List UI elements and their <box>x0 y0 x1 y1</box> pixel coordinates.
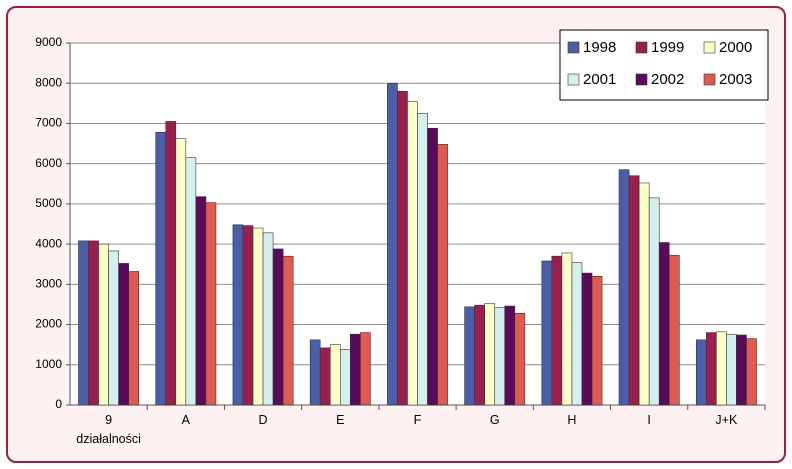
legend-box <box>559 29 769 101</box>
bar <box>571 262 583 406</box>
bar <box>706 332 717 406</box>
y-tick-label: 6000 <box>35 156 62 170</box>
legend-swatch <box>567 41 580 54</box>
legend-label: 2002 <box>651 71 684 88</box>
bar <box>514 312 526 406</box>
y-tick-label: 3000 <box>35 277 62 291</box>
x-tick-label: G <box>489 413 500 427</box>
y-tick-label: 0 <box>55 397 62 411</box>
bar <box>464 306 475 406</box>
bar <box>282 255 294 406</box>
x-tick-label: A <box>181 413 190 427</box>
legend-swatch <box>703 41 716 54</box>
bar <box>638 182 650 406</box>
bar <box>262 232 274 406</box>
bar <box>108 250 119 406</box>
y-tick-label: 4000 <box>35 236 62 250</box>
bar <box>309 339 321 406</box>
bar <box>165 121 177 406</box>
bar <box>437 144 448 406</box>
bar <box>551 255 563 406</box>
legend-swatch <box>635 73 648 86</box>
bar <box>494 307 506 406</box>
bar <box>252 227 264 406</box>
bar <box>746 338 757 406</box>
x-tick-label: 9 działalności <box>76 413 141 446</box>
bar <box>716 331 727 406</box>
bar <box>175 138 187 406</box>
bar <box>195 196 207 406</box>
bar <box>658 242 670 406</box>
y-tick-label: 1000 <box>35 357 62 371</box>
bar <box>726 333 737 406</box>
bar <box>474 304 485 406</box>
legend-swatch <box>635 41 648 54</box>
legend-label: 1998 <box>583 39 616 56</box>
y-tick-label: 9000 <box>35 35 62 49</box>
legend-label: 2003 <box>719 71 752 88</box>
bar <box>242 225 254 406</box>
bar <box>339 349 351 406</box>
bar <box>205 202 217 406</box>
bar <box>484 303 496 406</box>
bar <box>591 275 603 406</box>
bar <box>319 347 331 406</box>
bar <box>581 272 593 406</box>
x-tick-label: E <box>336 413 345 427</box>
bar <box>118 263 129 406</box>
bar <box>185 157 197 406</box>
y-tick-label: 7000 <box>35 116 62 130</box>
bar <box>427 127 438 406</box>
legend-label: 2000 <box>719 39 752 56</box>
bar <box>128 271 140 406</box>
bar <box>78 240 89 406</box>
bar <box>541 260 553 406</box>
bar <box>360 332 371 406</box>
bar <box>397 90 408 406</box>
bar <box>98 243 109 406</box>
x-tick-label: J+K <box>715 413 738 427</box>
y-tick-label: 5000 <box>35 196 62 210</box>
legend-swatch <box>567 73 580 86</box>
x-tick-label: H <box>567 413 577 427</box>
y-tick-label: 8000 <box>35 75 62 89</box>
bar <box>407 101 418 406</box>
bar <box>561 252 573 406</box>
bar <box>232 224 244 406</box>
bar <box>504 305 516 406</box>
bar <box>387 82 398 406</box>
bar <box>272 248 284 406</box>
x-tick-label: D <box>258 413 268 427</box>
bar <box>88 240 99 406</box>
x-tick-label: F <box>413 413 422 427</box>
legend-label: 1999 <box>651 39 684 56</box>
y-tick-label: 2000 <box>35 317 62 331</box>
legend-label: 2001 <box>583 71 616 88</box>
bar <box>350 333 361 406</box>
x-tick-label: I <box>647 413 651 427</box>
legend-swatch <box>703 73 716 86</box>
bar <box>648 197 660 406</box>
bar <box>628 175 640 406</box>
bar <box>155 131 167 406</box>
bar <box>736 334 747 406</box>
bar <box>329 344 341 406</box>
bar <box>618 169 630 406</box>
bar <box>695 339 707 406</box>
bar <box>668 255 680 406</box>
bar <box>417 113 428 406</box>
